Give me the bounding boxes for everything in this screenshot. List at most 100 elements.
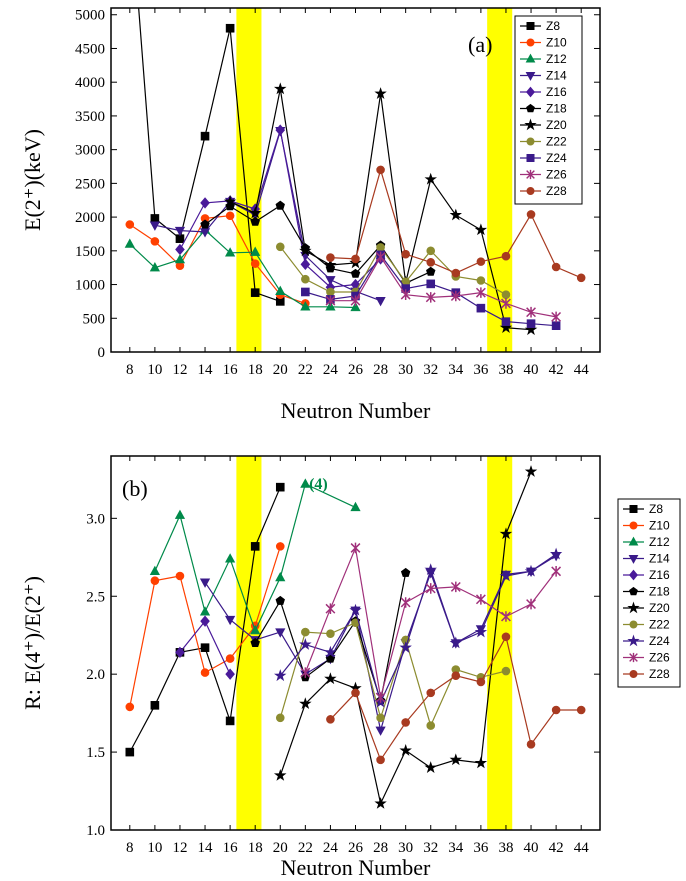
x-tick-label-12: 12 (172, 840, 187, 856)
data-point-Z18-18 (250, 638, 260, 648)
legend-label-Z8: Z8 (649, 502, 663, 516)
legend-marker-Z12 (525, 53, 536, 63)
data-point-Z24-36 (476, 303, 486, 313)
data-point-Z18-14 (200, 219, 210, 229)
data-point-Z10-16 (225, 211, 235, 221)
data-point-Z26-38 (501, 298, 511, 309)
chart-panel-b: (4) 8 10 12 14 16 18 20 22 24 26 28 30 32 34 36 38 40 42 44… (20, 455, 681, 880)
data-point-Z28-42 (551, 705, 561, 715)
series-line-Z12 (129, 229, 356, 309)
data-point-Z26-26 (350, 542, 361, 554)
data-point-Z14-24 (325, 276, 336, 286)
legend-label-Z16: Z16 (649, 568, 670, 582)
data-point-Z14-12 (174, 226, 186, 237)
x-tick-label-40: 40 (524, 362, 539, 378)
data-point-Z24-30 (399, 641, 412, 653)
series-line-Z22 (279, 246, 507, 296)
data-point-Z14-10 (149, 221, 160, 231)
plot-area (125, 465, 586, 809)
data-point-Z20-24 (324, 672, 337, 685)
data-point-Z26-26 (350, 295, 361, 307)
legend-marker-Z18 (526, 103, 535, 113)
data-point-Z20-30 (399, 743, 412, 756)
data-point-Z24-40 (526, 319, 536, 328)
x-tick-label-16: 16 (223, 840, 239, 856)
data-point-Z24-22 (299, 638, 312, 650)
x-tick-label-10: 10 (147, 840, 162, 856)
x-tick-label-22: 22 (298, 362, 313, 378)
data-point-Z22-38 (501, 290, 511, 299)
data-point-Z22-28 (376, 713, 385, 723)
data-point-Z18-18 (250, 216, 260, 226)
legend-label-Z26: Z26 (546, 168, 567, 182)
data-point-Z16-20 (275, 124, 286, 136)
data-point-Z12-10 (149, 565, 160, 576)
legend-marker-Z10 (629, 521, 638, 530)
data-point-Z14-16 (225, 615, 236, 626)
data-point-Z12-12 (174, 509, 186, 519)
data-point-Z8-8 (125, 747, 135, 757)
legend-label-Z8: Z8 (546, 19, 560, 33)
legend-box (514, 15, 583, 205)
data-point-Z20-20 (273, 82, 287, 95)
data-point-Z20-28 (374, 87, 387, 99)
data-point-Z28-28 (376, 755, 385, 765)
data-point-Z18-30 (400, 567, 411, 577)
series-line-Z24 (279, 553, 557, 704)
data-point-Z12-18 (250, 624, 261, 635)
y-tick-label-4500: 4500 (75, 41, 105, 57)
data-point-Z12-22 (300, 478, 311, 488)
x-tick-label-28: 28 (373, 840, 388, 856)
x-tick-label-34: 34 (448, 362, 464, 378)
legend-marker-Z12 (628, 536, 639, 546)
data-point-Z8-20 (275, 482, 285, 492)
data-point-Z10-20 (275, 542, 285, 551)
data-point-Z24-34 (449, 636, 462, 649)
data-point-Z26-22 (300, 667, 311, 678)
data-point-Z10-14 (200, 668, 210, 677)
data-point-Z10-16 (225, 654, 235, 663)
data-point-Z28-34 (451, 268, 461, 278)
y-tick-label-5000: 5000 (75, 8, 105, 24)
x-tick-label-42: 42 (549, 840, 564, 856)
data-point-Z16-12 (175, 646, 185, 659)
highlight-band-0 (236, 8, 262, 352)
legend-marker-Z16 (525, 86, 536, 98)
legend-label-Z10: Z10 (546, 36, 567, 50)
legend-label-Z12: Z12 (546, 52, 567, 66)
data-point-Z28-44 (576, 273, 586, 283)
legend-label-Z20: Z20 (649, 601, 670, 615)
y-tick-label-3500: 3500 (75, 109, 105, 125)
data-point-Z28-40 (526, 739, 536, 749)
data-point-Z26-40 (526, 598, 536, 610)
data-point-Z26-38 (501, 611, 511, 622)
data-point-Z20-36 (474, 756, 488, 769)
legend-label-Z14: Z14 (649, 552, 670, 566)
data-point-Z26-24 (325, 603, 336, 614)
x-axis-label: Neutron Number (281, 398, 431, 423)
data-point-Z26-34 (450, 581, 461, 593)
legend-label-Z10: Z10 (649, 519, 670, 533)
data-point-Z24-40 (524, 564, 538, 577)
data-point-Z28-44 (576, 705, 586, 715)
highlight-band-1 (487, 456, 513, 830)
data-point-Z28-40 (526, 210, 536, 219)
data-point-Z24-42 (549, 547, 563, 560)
x-tick-label-16: 16 (223, 362, 239, 378)
data-point-Z14-14 (199, 578, 211, 588)
x-tick-label-34: 34 (448, 840, 464, 856)
data-point-Z28-26 (351, 688, 360, 698)
data-point-Z22-20 (275, 242, 285, 252)
data-point-Z20-38 (499, 527, 513, 540)
data-point-Z20-22 (299, 244, 312, 257)
x-tick-label-20: 20 (273, 840, 288, 856)
data-point-Z28-30 (401, 718, 410, 727)
legend-marker-Z20 (524, 118, 537, 131)
series-line-Z12 (154, 483, 356, 633)
data-point-Z22-24 (326, 287, 335, 297)
data-point-Z12-22 (300, 301, 311, 311)
axes-frame (110, 455, 601, 831)
legend-marker-Z22 (526, 137, 535, 146)
data-point-Z24-38 (501, 317, 511, 326)
legend-label-Z22: Z22 (649, 618, 670, 632)
